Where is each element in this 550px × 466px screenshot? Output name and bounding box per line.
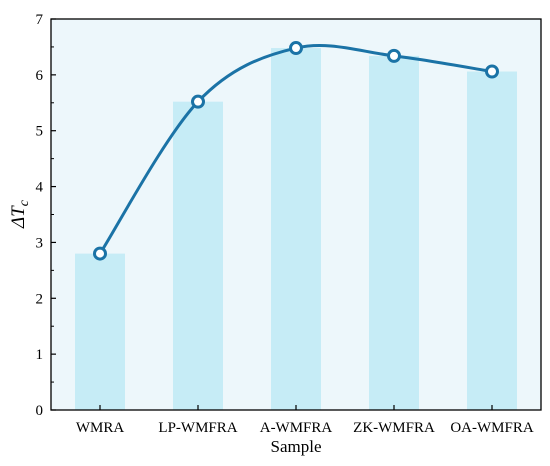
y-tick-label: 4 bbox=[36, 180, 44, 196]
x-axis-title: Sample bbox=[271, 437, 322, 456]
y-axis-title-main: ΔT bbox=[8, 205, 29, 229]
marker-wmra bbox=[93, 246, 107, 261]
y-axis-title-subscript: c bbox=[17, 199, 32, 206]
x-tick-label: A-WMFRA bbox=[260, 420, 333, 436]
bar-oa-wmfra bbox=[467, 71, 517, 411]
x-tick-label: WMRA bbox=[76, 420, 125, 436]
x-tick-label: LP-WMFRA bbox=[158, 420, 237, 436]
bar-a-wmfra bbox=[271, 48, 321, 410]
y-axis: 0 1 2 3 4 5 6 7 bbox=[36, 12, 56, 419]
bar-zk-wmfra bbox=[369, 55, 419, 410]
marker-oa-wmfra bbox=[485, 64, 499, 79]
x-tick-label: ZK-WMFRA bbox=[353, 420, 435, 436]
marker-zk-wmfra bbox=[387, 48, 401, 63]
markers bbox=[93, 41, 499, 261]
y-axis-title: ΔTc bbox=[8, 199, 32, 229]
y-tick-label: 0 bbox=[36, 403, 44, 419]
y-tick-label: 5 bbox=[36, 124, 44, 140]
bar-lp-wmfra bbox=[173, 101, 223, 410]
bar-wmra bbox=[75, 253, 125, 410]
y-tick-label: 6 bbox=[36, 68, 44, 84]
bars bbox=[75, 48, 517, 411]
y-tick-label: 7 bbox=[36, 12, 44, 28]
y-tick-label: 3 bbox=[36, 235, 44, 251]
series-line bbox=[98, 44, 493, 255]
series-line-path bbox=[98, 44, 493, 255]
y-tick-label: 1 bbox=[36, 347, 44, 363]
x-axis: WMRA LP-WMFRA A-WMFRA ZK-WMFRA OA-WMFRA bbox=[76, 405, 534, 436]
marker-a-wmfra bbox=[289, 41, 303, 56]
x-tick-label: OA-WMFRA bbox=[450, 420, 534, 436]
y-tick-label: 2 bbox=[36, 291, 44, 307]
marker-lp-wmfra bbox=[191, 94, 205, 109]
